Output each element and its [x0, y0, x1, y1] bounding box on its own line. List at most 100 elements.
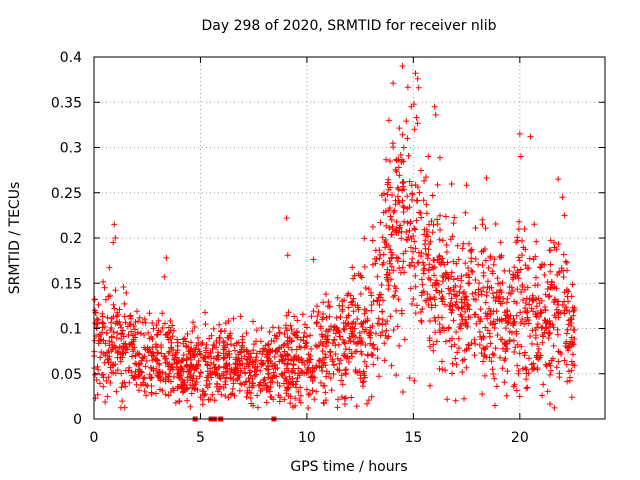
data-point [140, 355, 147, 362]
data-point [550, 355, 557, 362]
data-point [461, 347, 468, 354]
data-point [368, 302, 375, 309]
data-point [563, 259, 570, 266]
data-point [459, 357, 466, 364]
data-point [226, 354, 233, 361]
data-point [358, 274, 365, 281]
data-point [410, 101, 417, 108]
data-point [242, 369, 249, 376]
data-point [570, 312, 577, 319]
data-point [571, 305, 578, 312]
data-point [103, 378, 110, 385]
data-point [178, 383, 185, 390]
data-point [184, 377, 191, 384]
data-point [117, 354, 124, 361]
data-point [231, 347, 238, 354]
data-point [193, 342, 200, 349]
data-point [107, 379, 114, 386]
data-point [277, 394, 284, 401]
data-point [178, 357, 185, 364]
data-point [462, 209, 469, 216]
data-point [563, 330, 570, 337]
data-point [297, 392, 304, 399]
data-point [220, 346, 227, 353]
data-point [349, 333, 356, 340]
data-point [404, 193, 411, 200]
data-point [113, 334, 120, 341]
data-point [496, 317, 503, 324]
data-point [563, 307, 570, 314]
data-point [207, 396, 214, 403]
data-point [336, 302, 343, 309]
data-point [429, 282, 436, 289]
data-point [198, 341, 205, 348]
data-point [333, 314, 340, 321]
data-point [192, 364, 199, 371]
data-point [411, 377, 418, 384]
data-point [367, 334, 374, 341]
data-point [117, 351, 124, 358]
data-point [387, 158, 394, 165]
data-point [334, 294, 341, 301]
data-point [159, 369, 166, 376]
data-point [384, 266, 391, 273]
data-point [201, 354, 208, 361]
data-point [110, 329, 117, 336]
data-point [541, 261, 548, 268]
data-point [315, 357, 322, 364]
data-point [448, 180, 455, 187]
data-point [276, 329, 283, 336]
chart-title: Day 298 of 2020, SRMTID for receiver nli… [202, 18, 497, 34]
data-point [458, 277, 465, 284]
data-point [325, 339, 332, 346]
data-point [331, 336, 338, 343]
data-point [412, 226, 419, 233]
data-point [482, 257, 489, 264]
data-point [172, 399, 179, 406]
data-point [390, 267, 397, 274]
data-point [361, 372, 368, 379]
data-point [493, 308, 500, 315]
data-point [448, 309, 455, 316]
data-point [320, 362, 327, 369]
data-point [122, 349, 129, 356]
data-point [525, 370, 532, 377]
data-point [419, 281, 426, 288]
data-point [329, 356, 336, 363]
data-point [522, 318, 529, 325]
data-point [347, 338, 354, 345]
data-point [153, 322, 160, 329]
data-point [259, 361, 266, 368]
data-point [486, 285, 493, 292]
data-point [172, 351, 179, 358]
data-point [530, 308, 537, 315]
data-point [319, 347, 326, 354]
data-point [515, 254, 522, 261]
data-point [416, 189, 423, 196]
data-point [473, 320, 480, 327]
data-point [230, 375, 237, 382]
data-point [376, 320, 383, 327]
data-point [465, 342, 472, 349]
data-point [135, 387, 142, 394]
data-point [309, 387, 316, 394]
data-point [506, 267, 513, 274]
data-point [455, 335, 462, 342]
data-point [385, 179, 392, 186]
data-point [191, 323, 198, 330]
data-point [393, 157, 400, 164]
data-point [466, 274, 473, 281]
data-point [232, 360, 239, 367]
data-point [284, 327, 291, 334]
data-point [326, 303, 333, 310]
data-point [308, 345, 315, 352]
data-point [361, 358, 368, 365]
data-point [169, 352, 176, 359]
data-point [565, 368, 572, 375]
data-point [421, 177, 428, 184]
data-point [167, 389, 174, 396]
data-point [441, 301, 448, 308]
data-point [476, 280, 483, 287]
data-point [294, 317, 301, 324]
data-point [120, 333, 127, 340]
